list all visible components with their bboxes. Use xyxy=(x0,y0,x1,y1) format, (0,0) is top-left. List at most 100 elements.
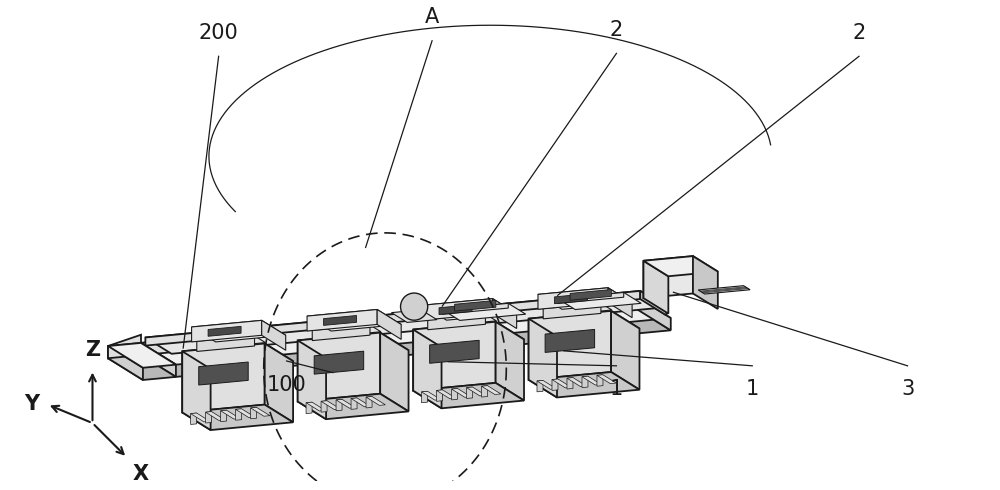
Polygon shape xyxy=(182,351,211,430)
Polygon shape xyxy=(537,380,543,392)
Polygon shape xyxy=(108,335,141,358)
Polygon shape xyxy=(251,407,257,419)
Polygon shape xyxy=(298,394,409,419)
Polygon shape xyxy=(423,298,517,320)
Text: Z: Z xyxy=(85,340,100,360)
Polygon shape xyxy=(582,376,601,385)
Polygon shape xyxy=(413,322,524,347)
Polygon shape xyxy=(493,298,517,328)
Polygon shape xyxy=(191,413,210,422)
Polygon shape xyxy=(422,392,428,403)
Polygon shape xyxy=(197,336,255,351)
Polygon shape xyxy=(298,333,380,401)
Text: 2: 2 xyxy=(610,20,623,40)
Polygon shape xyxy=(413,329,442,408)
Polygon shape xyxy=(307,310,377,331)
Text: X: X xyxy=(133,464,149,484)
Polygon shape xyxy=(221,410,240,419)
Polygon shape xyxy=(192,320,262,342)
Polygon shape xyxy=(141,296,636,355)
Text: 100: 100 xyxy=(267,374,306,394)
Text: 200: 200 xyxy=(199,23,238,43)
Polygon shape xyxy=(351,398,357,409)
Polygon shape xyxy=(567,378,573,389)
Polygon shape xyxy=(608,288,632,318)
Polygon shape xyxy=(545,329,595,352)
Polygon shape xyxy=(543,303,601,319)
Polygon shape xyxy=(529,318,557,397)
Polygon shape xyxy=(558,293,624,303)
Polygon shape xyxy=(351,398,370,407)
Polygon shape xyxy=(543,303,612,316)
Polygon shape xyxy=(377,310,401,340)
Polygon shape xyxy=(698,286,750,294)
Polygon shape xyxy=(413,322,496,391)
Polygon shape xyxy=(482,386,501,394)
Polygon shape xyxy=(437,390,443,401)
Polygon shape xyxy=(582,376,588,388)
Polygon shape xyxy=(455,300,496,311)
Polygon shape xyxy=(366,396,372,408)
Polygon shape xyxy=(206,412,212,423)
Polygon shape xyxy=(145,291,640,345)
Polygon shape xyxy=(141,296,671,365)
Polygon shape xyxy=(430,340,479,363)
Polygon shape xyxy=(496,322,524,400)
Polygon shape xyxy=(482,386,488,397)
Polygon shape xyxy=(265,343,293,422)
Text: 2: 2 xyxy=(852,23,866,43)
Polygon shape xyxy=(321,401,327,412)
Polygon shape xyxy=(554,294,587,304)
Text: 1: 1 xyxy=(746,379,759,399)
Polygon shape xyxy=(611,311,639,390)
Polygon shape xyxy=(693,256,718,309)
Polygon shape xyxy=(552,379,571,388)
Polygon shape xyxy=(567,378,586,387)
Polygon shape xyxy=(439,305,472,315)
Polygon shape xyxy=(324,316,357,325)
Polygon shape xyxy=(221,410,227,421)
Polygon shape xyxy=(298,333,409,358)
Polygon shape xyxy=(182,405,293,430)
Polygon shape xyxy=(452,389,471,397)
Polygon shape xyxy=(442,303,508,314)
Polygon shape xyxy=(312,325,370,341)
Polygon shape xyxy=(428,314,485,330)
Polygon shape xyxy=(529,311,639,336)
Polygon shape xyxy=(366,396,385,405)
Polygon shape xyxy=(636,296,671,330)
Polygon shape xyxy=(391,310,437,322)
Polygon shape xyxy=(191,413,197,424)
Polygon shape xyxy=(336,399,355,408)
Polygon shape xyxy=(208,326,241,336)
Polygon shape xyxy=(452,389,458,400)
Polygon shape xyxy=(306,402,312,414)
Polygon shape xyxy=(336,399,342,411)
Polygon shape xyxy=(437,390,456,399)
Polygon shape xyxy=(312,325,381,337)
Polygon shape xyxy=(251,407,270,416)
Polygon shape xyxy=(314,351,364,374)
Polygon shape xyxy=(558,293,641,310)
Text: 1: 1 xyxy=(610,379,623,399)
Polygon shape xyxy=(442,303,526,320)
Polygon shape xyxy=(197,336,265,348)
Polygon shape xyxy=(141,343,176,377)
Polygon shape xyxy=(529,311,611,380)
Polygon shape xyxy=(467,387,473,398)
Polygon shape xyxy=(643,261,668,314)
Circle shape xyxy=(401,293,428,320)
Polygon shape xyxy=(423,298,493,320)
Polygon shape xyxy=(643,256,693,298)
Polygon shape xyxy=(182,343,265,413)
Polygon shape xyxy=(552,379,558,391)
Polygon shape xyxy=(108,343,176,368)
Polygon shape xyxy=(428,314,496,326)
Polygon shape xyxy=(643,256,718,276)
Text: Y: Y xyxy=(24,394,39,415)
Polygon shape xyxy=(307,310,401,331)
Polygon shape xyxy=(597,375,603,386)
Polygon shape xyxy=(538,288,632,309)
Polygon shape xyxy=(262,320,286,350)
Polygon shape xyxy=(108,346,143,380)
